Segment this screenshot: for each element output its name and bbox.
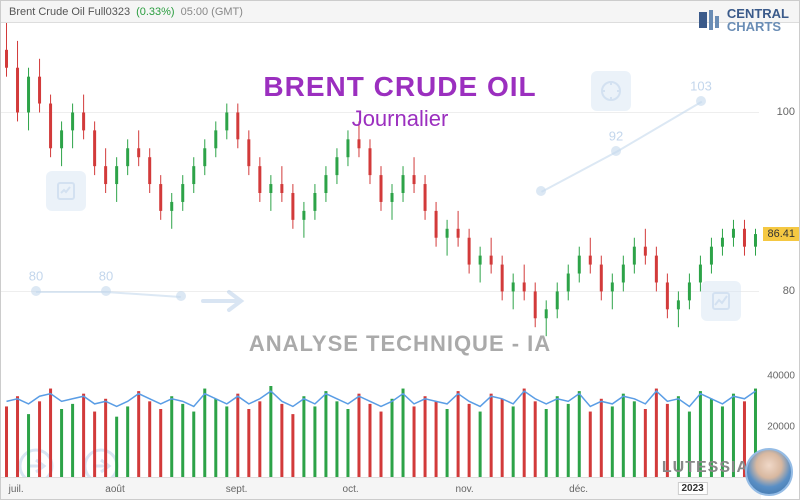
- price-axis: 8010086.41: [759, 23, 799, 363]
- pct-change: (0.33%): [136, 6, 175, 18]
- provider-label: LUTESSIA: [662, 459, 749, 477]
- symbol-label: Brent Crude Oil Full0323: [9, 6, 130, 18]
- volume-chart[interactable]: [1, 363, 761, 478]
- chart-title: BRENT CRUDE OIL: [263, 71, 536, 103]
- timestamp: 05:00 (GMT): [181, 6, 243, 18]
- chart-container: Brent Crude Oil Full0323 (0.33%) 05:00 (…: [0, 0, 800, 500]
- chart-subtitle: Journalier: [352, 106, 449, 132]
- avatar-icon[interactable]: [745, 448, 793, 496]
- technical-analysis-label: ANALYSE TECHNIQUE - IA: [249, 331, 551, 357]
- chart-header: Brent Crude Oil Full0323 (0.33%) 05:00 (…: [1, 1, 799, 23]
- time-axis: juil.aoûtsept.oct.nov.déc.2023: [1, 477, 761, 499]
